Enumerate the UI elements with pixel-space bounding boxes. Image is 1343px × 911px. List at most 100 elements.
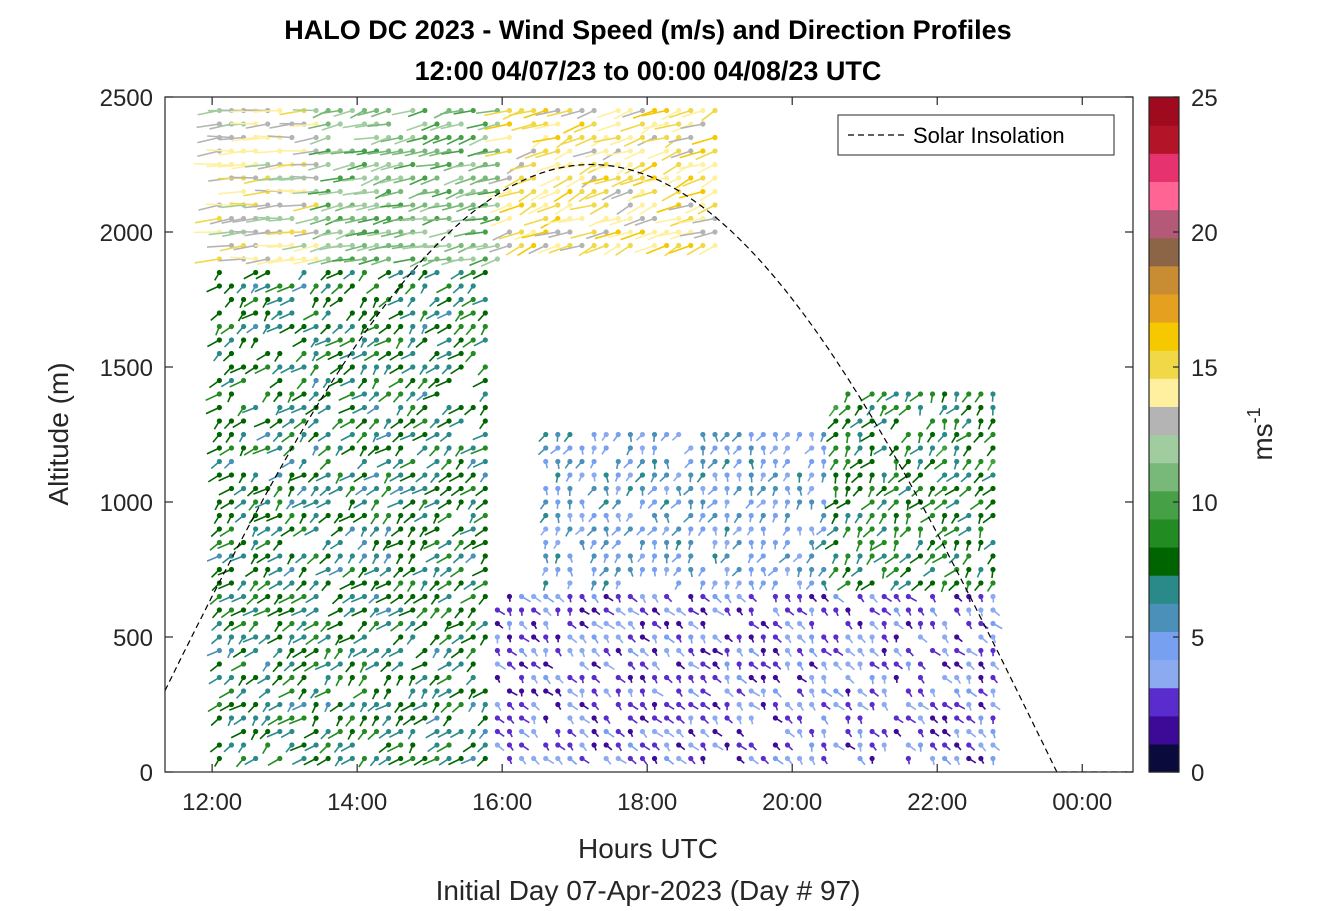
wind-barb-point bbox=[821, 755, 827, 762]
wind-barb-point bbox=[760, 526, 766, 532]
wind-barb-point bbox=[567, 485, 573, 492]
x-tick-label: 00:00 bbox=[1052, 789, 1112, 816]
wind-barb-point bbox=[869, 485, 875, 492]
wind-barb-point bbox=[446, 620, 452, 627]
wind-barb-point bbox=[881, 512, 887, 519]
wind-barb-point bbox=[700, 580, 706, 586]
wind-barb-point bbox=[458, 188, 464, 195]
wind-barb-point bbox=[422, 377, 428, 384]
wind-barb-shaft bbox=[209, 217, 232, 225]
wind-barb-point bbox=[809, 701, 815, 708]
wind-barb-point bbox=[809, 755, 815, 762]
wind-barb-point bbox=[337, 539, 343, 546]
wind-barb-point bbox=[712, 458, 718, 465]
wind-barb-point bbox=[216, 391, 222, 397]
wind-barb-point bbox=[361, 701, 368, 708]
wind-barb-point bbox=[603, 229, 609, 235]
wind-barb-point bbox=[325, 202, 331, 208]
x-tick-label: 12:00 bbox=[182, 789, 242, 816]
wind-barb-point bbox=[966, 742, 972, 748]
wind-barb-shaft bbox=[429, 123, 450, 131]
wind-barb-shaft bbox=[421, 123, 438, 132]
wind-barb-point bbox=[676, 161, 682, 168]
wind-barb-shaft bbox=[558, 217, 583, 224]
wind-barb-point bbox=[301, 593, 307, 600]
wind-barb-point bbox=[228, 445, 235, 451]
wind-barb-point bbox=[458, 323, 464, 330]
wind-barb-point bbox=[482, 755, 488, 762]
wind-barb-point bbox=[978, 485, 984, 492]
wind-barb-point bbox=[398, 620, 404, 627]
wind-barb-shaft bbox=[509, 163, 534, 171]
wind-barb-shaft bbox=[344, 217, 365, 224]
wind-barb-point bbox=[591, 202, 597, 208]
wind-barb-point bbox=[627, 593, 633, 600]
wind-barb-point bbox=[954, 539, 960, 546]
wind-barb-point bbox=[651, 742, 658, 748]
wind-barb-point bbox=[821, 701, 827, 708]
wind-barb-point bbox=[917, 701, 924, 708]
wind-barb-point bbox=[277, 350, 283, 357]
wind-barb-point bbox=[748, 431, 754, 438]
wind-barb-point bbox=[893, 553, 899, 559]
wind-barb-point bbox=[748, 458, 754, 465]
wind-barb-point bbox=[712, 512, 718, 519]
wind-barb-shaft bbox=[519, 204, 535, 216]
wind-barb-point bbox=[579, 715, 585, 721]
wind-barb-point bbox=[494, 175, 500, 181]
wind-barb-point bbox=[869, 445, 875, 451]
wind-barb-point bbox=[373, 661, 380, 667]
wind-barb-point bbox=[410, 364, 416, 370]
wind-barb-point bbox=[373, 701, 380, 708]
wind-barb-point bbox=[555, 431, 561, 438]
wind-barb-shaft bbox=[639, 204, 655, 216]
wind-barb-point bbox=[736, 755, 742, 762]
wind-barb-point bbox=[821, 431, 827, 438]
wind-barb-point bbox=[337, 553, 343, 559]
wind-barb-point bbox=[917, 688, 924, 694]
wind-barb-point bbox=[748, 580, 754, 586]
wind-barb-point bbox=[724, 566, 730, 573]
wind-barb-point bbox=[833, 742, 839, 748]
wind-barb-point bbox=[253, 175, 259, 181]
wind-barb-point bbox=[591, 742, 597, 748]
wind-barb-point bbox=[567, 458, 573, 465]
wind-barb-point bbox=[240, 607, 247, 613]
wind-barb-point bbox=[531, 755, 537, 762]
wind-barb-point bbox=[724, 607, 730, 613]
wind-barb-point bbox=[978, 593, 984, 600]
wind-barb-point bbox=[990, 674, 996, 681]
wind-barb-point bbox=[240, 512, 247, 519]
axes-frame bbox=[164, 96, 1134, 773]
wind-barb-point bbox=[410, 472, 416, 478]
wind-barb-shaft bbox=[331, 217, 353, 223]
wind-barb-point bbox=[337, 296, 343, 303]
wind-barb-point bbox=[942, 647, 948, 654]
wind-barb-point bbox=[422, 499, 428, 505]
wind-barb-point bbox=[506, 701, 513, 708]
wind-barb-point bbox=[784, 755, 791, 762]
wind-barb-point bbox=[905, 472, 911, 478]
wind-barb-point bbox=[325, 688, 331, 694]
wind-barb-point bbox=[676, 121, 682, 127]
wind-barb-point bbox=[482, 296, 488, 303]
wind-barb-point bbox=[482, 620, 488, 627]
wind-barb-point bbox=[700, 188, 706, 195]
wind-barb-point bbox=[651, 661, 658, 667]
wind-barb-point bbox=[796, 607, 803, 613]
wind-barb-point bbox=[518, 634, 525, 640]
wind-barb-point bbox=[373, 688, 380, 694]
wind-barb-shaft bbox=[521, 231, 546, 239]
wind-barb-point bbox=[313, 553, 319, 559]
wind-barb-point bbox=[857, 715, 863, 721]
wind-barb-point bbox=[349, 445, 355, 451]
wind-barb-point bbox=[337, 337, 343, 343]
wind-barb-shaft bbox=[380, 136, 401, 143]
wind-barb-shaft bbox=[427, 258, 450, 262]
wind-barb-point bbox=[470, 350, 476, 357]
wind-barb-point bbox=[434, 634, 440, 640]
wind-barb-point bbox=[978, 458, 984, 465]
wind-barb-point bbox=[627, 175, 633, 181]
wind-barb-point bbox=[615, 431, 621, 438]
